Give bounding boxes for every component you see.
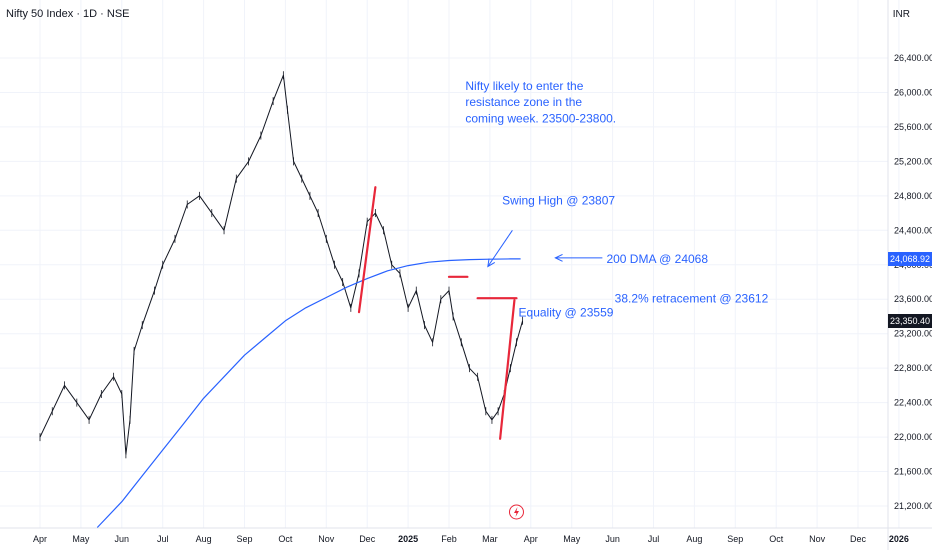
y-tick-label: 21,200.00 <box>894 501 932 511</box>
annotation-text: 200 DMA @ 24068 <box>606 252 708 266</box>
y-tick-label: 22,400.00 <box>894 398 932 408</box>
y-tick-label: 25,200.00 <box>894 156 932 166</box>
x-tick-label: Dec <box>359 534 376 544</box>
x-tick-label: Oct <box>278 534 293 544</box>
y-tick-label: 21,600.00 <box>894 467 932 477</box>
x-tick-label: Jul <box>157 534 169 544</box>
price-badge: 24,068.92 <box>888 251 932 266</box>
x-tick-label: 2026 <box>889 534 909 544</box>
x-tick-label: Jul <box>648 534 660 544</box>
annotation-text: Nifty likely to enter the <box>465 79 583 93</box>
x-tick-label: Apr <box>33 534 47 544</box>
x-tick-label: Aug <box>686 534 702 544</box>
x-tick-label: Aug <box>196 534 212 544</box>
trendline <box>357 186 377 314</box>
x-tick-label: Jun <box>115 534 130 544</box>
trendline <box>499 298 516 440</box>
x-tick-label: Oct <box>769 534 784 544</box>
x-tick-label: Jun <box>605 534 620 544</box>
y-tick-label: 22,800.00 <box>894 363 932 373</box>
annotation-text: Swing High @ 23807 <box>502 193 615 207</box>
chart-title: Nifty 50 Index · 1D · NSE <box>6 8 130 20</box>
y-tick-label: 25,600.00 <box>894 122 932 132</box>
annotation-text: Equality @ 23559 <box>519 305 614 319</box>
price-series-line <box>39 74 524 455</box>
currency-label[interactable]: INR <box>892 9 910 20</box>
x-tick-label: Dec <box>850 534 867 544</box>
x-tick-label: May <box>72 534 90 544</box>
price-badge: 23,350.40 <box>888 313 932 328</box>
annotation-text: 38.2% retracement @ 23612 <box>615 292 769 306</box>
y-tick-label: 23,200.00 <box>894 329 932 339</box>
x-tick-label: Sep <box>236 534 252 544</box>
flash-icon-glyph <box>513 507 519 517</box>
annotation-text: coming week. 23500-23800. <box>465 112 616 126</box>
y-tick-label: 26,000.00 <box>894 87 932 97</box>
x-tick-label: Sep <box>727 534 743 544</box>
y-tick-label: 26,400.00 <box>894 53 932 63</box>
x-tick-label: Mar <box>482 534 498 544</box>
annotation-text: resistance zone in the <box>465 95 582 109</box>
x-tick-label: Feb <box>441 534 457 544</box>
arrow-head <box>487 258 496 268</box>
x-tick-label: Nov <box>318 534 335 544</box>
y-tick-label: 22,000.00 <box>894 432 932 442</box>
y-tick-label: 23,600.00 <box>894 294 932 304</box>
x-tick-label: 2025 <box>398 534 418 544</box>
dma-200-line <box>96 258 521 528</box>
x-tick-label: Apr <box>524 534 538 544</box>
y-tick-label: 24,800.00 <box>894 191 932 201</box>
x-tick-label: May <box>563 534 581 544</box>
arrow-head <box>554 253 563 262</box>
annotation-arrow <box>487 230 513 267</box>
y-tick-label: 24,400.00 <box>894 225 932 235</box>
x-tick-label: Nov <box>809 534 826 544</box>
